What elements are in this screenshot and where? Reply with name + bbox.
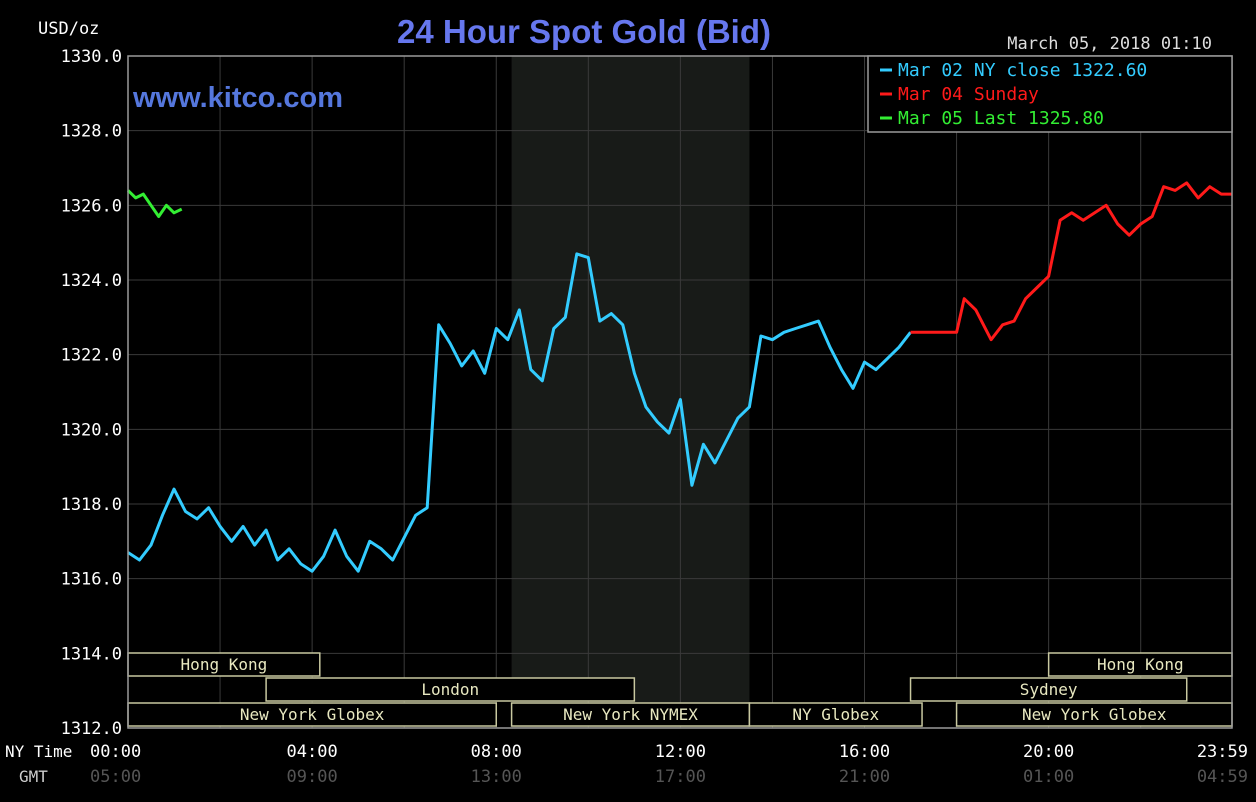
x-tick-label-ny: 20:00 (1023, 742, 1074, 762)
price-series-line (127, 252, 912, 573)
y-tick-label: 1314.0 (61, 644, 122, 664)
session-bar-label: London (421, 680, 479, 699)
y-axis-unit-label: USD/oz (38, 19, 99, 39)
y-tick-label: 1326.0 (61, 196, 122, 216)
x-tick-label-gmt: 17:00 (655, 767, 706, 787)
x-tick-label-gmt: 01:00 (1023, 767, 1074, 787)
session-bar: Hong Kong (1047, 652, 1233, 677)
y-tick-label: 1312.0 (61, 719, 122, 739)
y-tick-label: 1328.0 (61, 122, 122, 142)
x-tick-label-ny: 23:59 (1197, 742, 1248, 762)
legend-label: Mar 02 NY close 1322.60 (898, 60, 1147, 81)
session-bar-box (265, 677, 636, 702)
session-bar-box (909, 677, 1188, 702)
session-bar-box (748, 702, 923, 727)
x-tick-label-ny: 04:00 (287, 742, 338, 762)
session-bar: New York NYMEX (510, 702, 751, 727)
x-tick-label-ny: 00:00 (90, 742, 141, 762)
x-row-label-gmt: GMT (19, 767, 48, 786)
legend: Mar 02 NY close 1322.60 Mar 04 Sunday Mar … (867, 55, 1233, 133)
y-tick-label: 1320.0 (61, 420, 122, 440)
session-bar-label: Sydney (1020, 680, 1078, 699)
session-bar-label: New York Globex (240, 705, 385, 724)
x-row-label-ny: NY Time (5, 742, 72, 761)
x-tick-label-ny: 08:00 (471, 742, 522, 762)
nymex-session-shade (511, 56, 750, 728)
x-tick-label-gmt: 04:59 (1197, 767, 1248, 787)
price-series-line (910, 181, 1232, 342)
y-tick-label: 1330.0 (61, 47, 122, 67)
session-bar: Hong Kong (127, 652, 321, 677)
session-bar: New York Globex (127, 702, 498, 727)
session-bar: Sydney (909, 677, 1188, 702)
session-bar-label: NY Globex (792, 705, 879, 724)
plot-frame (127, 55, 1233, 729)
price-series-line (126, 189, 183, 218)
x-tick-label-gmt: 13:00 (471, 767, 522, 787)
x-tick-label-ny: 12:00 (655, 742, 706, 762)
y-tick-label: 1324.0 (61, 271, 122, 291)
chart-title: 24 Hour Spot Gold (Bid) (397, 13, 771, 50)
x-tick-label-ny: 16:00 (839, 742, 890, 762)
legend-label: Mar 05 Last 1325.80 (898, 108, 1104, 129)
session-bar-label: New York NYMEX (563, 705, 698, 724)
x-tick-label-gmt: 09:00 (287, 767, 338, 787)
watermark: www.kitco.com (132, 82, 343, 114)
legend-box (867, 55, 1233, 133)
x-tick-label-gmt: 05:00 (90, 767, 141, 787)
session-bar: NY Globex (748, 702, 923, 727)
timestamp: March 05, 2018 01:10 (1007, 34, 1212, 54)
session-bar: New York Globex (955, 702, 1233, 727)
session-bar-label: Hong Kong (181, 655, 268, 674)
y-tick-label: 1322.0 (61, 346, 122, 366)
y-tick-label: 1316.0 (61, 570, 122, 590)
session-bar-label: New York Globex (1022, 705, 1167, 724)
legend-label: Mar 04 Sunday (898, 84, 1039, 105)
x-tick-label-gmt: 21:00 (839, 767, 890, 787)
session-bar-label: Hong Kong (1097, 655, 1184, 674)
session-bar: London (265, 677, 636, 702)
y-tick-label: 1318.0 (61, 495, 122, 515)
